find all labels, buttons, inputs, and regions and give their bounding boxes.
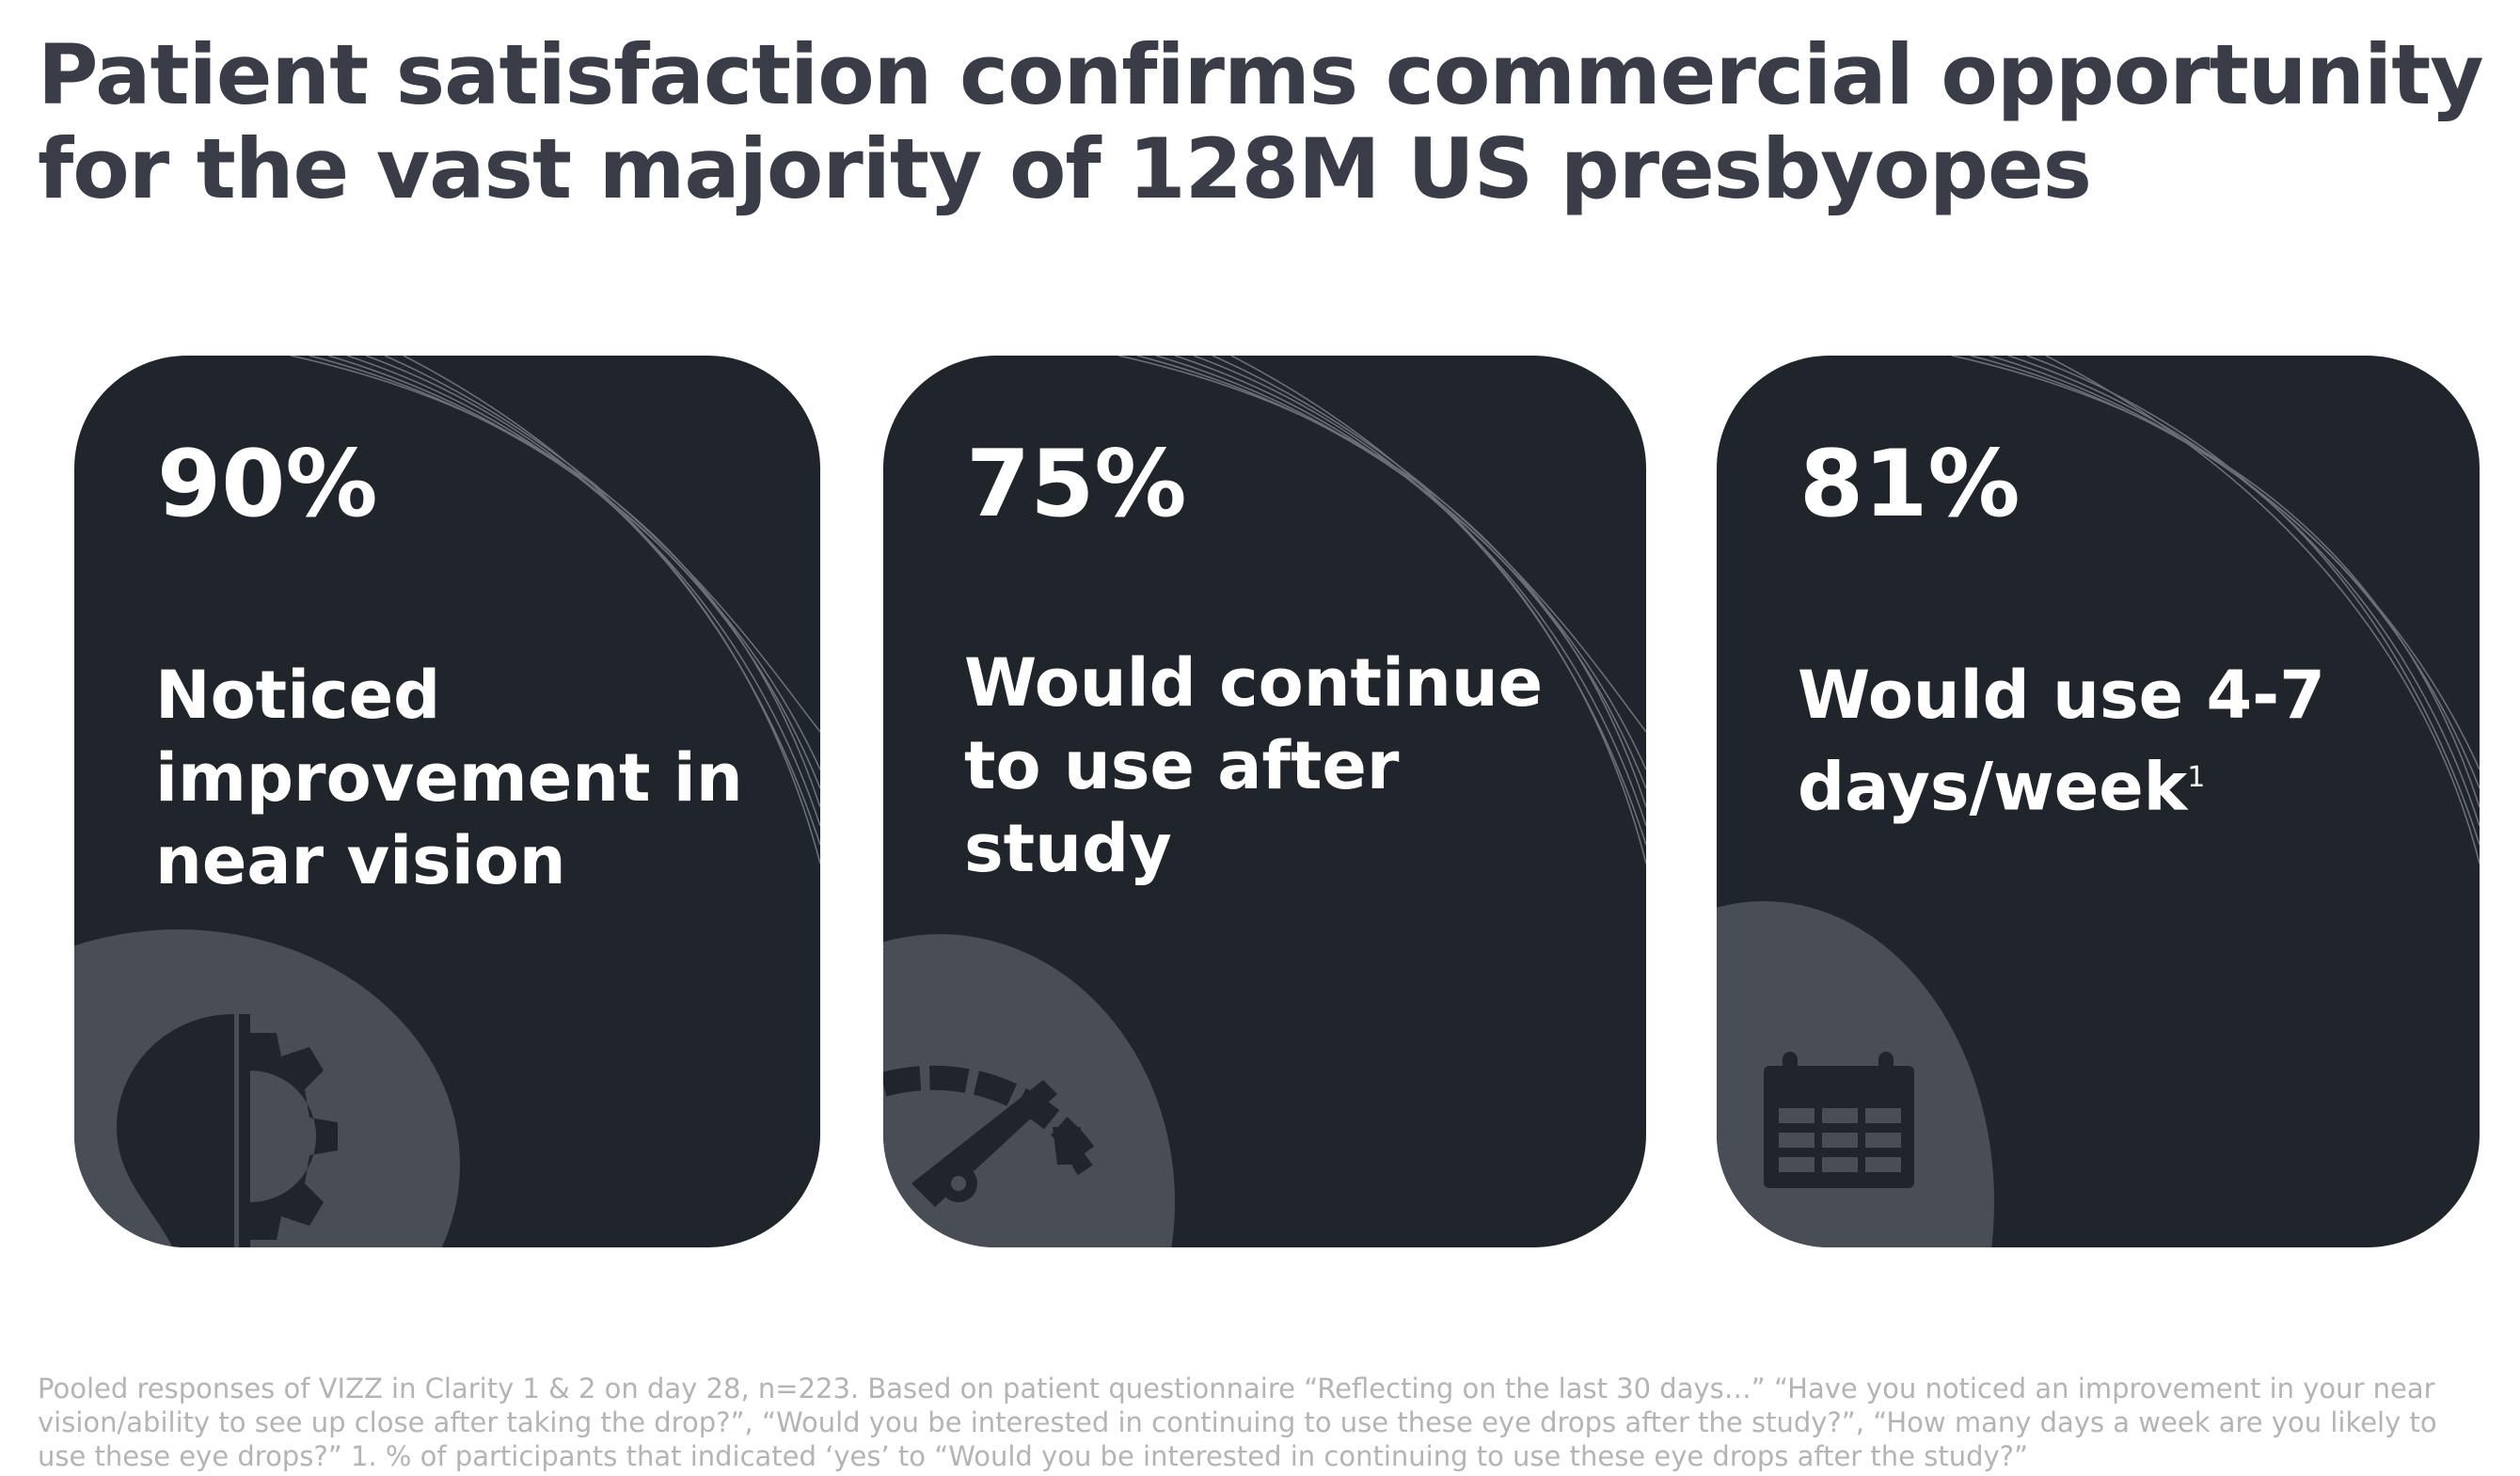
footnote: Pooled responses of VIZZ in Clarity 1 & … [38,1373,2437,1472]
stat-card-continue-use: 75% Would continue to use after study [883,356,1646,1247]
stat-label: Noticed improvement in near vision [155,657,743,899]
stat-label: Would continue to use after study [964,644,1544,887]
stat-value: 90% [157,431,378,538]
page-title: Patient satisfaction confirms commercial… [38,26,2484,217]
footnote-marker: 1 [2187,761,2206,794]
wave-lines-decoration [74,356,820,1247]
stat-value: 75% [966,431,1187,538]
stat-card-near-vision: 90% Noticed improvement in near vision [74,356,820,1247]
stat-label-text: Would use 4-7 days/week [1798,657,2325,826]
wave-lines-decoration [1717,356,2480,1247]
stat-value: 81% [1799,431,2021,538]
stat-card-days-per-week: 81% Would use 4-7 days/week1 [1717,356,2480,1247]
lightbulb-gear-icon [117,1014,338,1247]
wave-lines-decoration [883,356,1646,1247]
stat-label: Would use 4-7 days/week1 [1798,654,2400,828]
